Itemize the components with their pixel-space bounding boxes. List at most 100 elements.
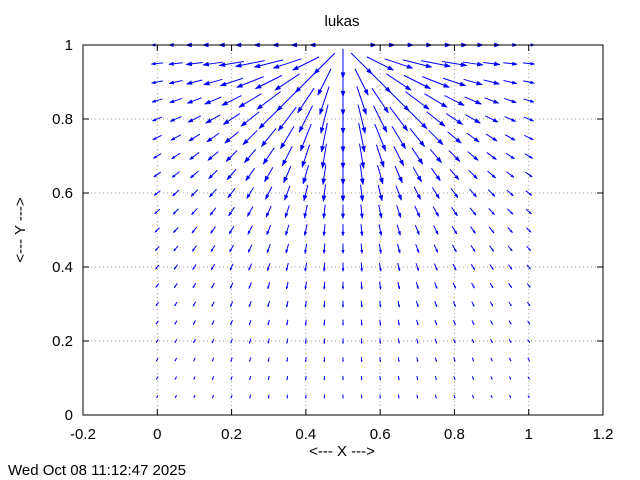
vector-arrow — [230, 319, 233, 326]
vector-arrow — [172, 208, 179, 215]
vector-arrow — [174, 339, 178, 344]
vector-arrow — [303, 204, 308, 219]
vector-arrow — [471, 394, 475, 399]
x-tick-label: 0 — [153, 426, 161, 443]
vector-arrow — [376, 165, 384, 185]
vector-arrow — [235, 76, 264, 88]
vector-arrow — [471, 301, 475, 308]
vector-arrow — [489, 264, 494, 271]
vector-arrow — [319, 86, 330, 116]
vector-arrow — [463, 78, 484, 86]
vector-arrow — [154, 245, 160, 252]
vector-arrow — [360, 243, 364, 255]
vector-arrow — [471, 282, 475, 289]
vector-arrow — [174, 320, 178, 325]
vector-arrow — [378, 262, 382, 272]
vector-arrow — [341, 319, 345, 327]
vector-arrow — [211, 282, 215, 289]
x-tick-labels: -0.2 0 0.2 0.4 0.6 0.8 1 1.2 — [70, 426, 613, 443]
vector-arrow — [211, 357, 215, 363]
vector-arrow — [522, 80, 536, 85]
vector-arrow — [526, 245, 532, 252]
vector-arrow — [470, 245, 476, 253]
vector-arrow — [447, 131, 462, 144]
vector-arrow — [193, 394, 196, 399]
vector-arrow — [285, 224, 290, 236]
vector-arrow — [211, 301, 215, 308]
vector-arrow — [508, 339, 512, 344]
vector-arrow — [171, 171, 180, 178]
vector-arrow — [286, 375, 289, 381]
vector-arrow — [434, 376, 437, 381]
vector-arrow — [342, 338, 344, 345]
vector-arrow — [371, 87, 389, 114]
vector-arrow — [470, 226, 476, 235]
vector-arrow — [303, 224, 308, 237]
vector-arrow — [246, 206, 254, 218]
vector-arrow — [452, 263, 457, 271]
vector-arrow — [391, 125, 406, 150]
vector-arrow — [341, 224, 345, 237]
vector-arrow — [452, 301, 457, 308]
y-tick-label: 0 — [65, 407, 73, 424]
vector-arrow — [185, 61, 203, 67]
plot-frame — [82, 44, 604, 416]
vector-arrow — [229, 263, 234, 271]
vector-arrow — [153, 171, 162, 178]
vector-arrow — [386, 73, 412, 91]
vector-arrow — [433, 263, 438, 272]
vector-arrow — [433, 244, 439, 254]
vector-arrow — [504, 134, 516, 141]
vector-arrow — [274, 73, 300, 91]
vector-arrow — [507, 208, 514, 215]
vector-arrow — [303, 185, 309, 202]
vector-arrow — [172, 227, 179, 234]
vector-arrow — [225, 150, 238, 162]
vector-arrow — [169, 116, 182, 122]
vector-arrow — [468, 169, 478, 180]
vector-arrow — [374, 123, 387, 152]
vector-arrow — [170, 152, 181, 160]
vector-arrow — [323, 319, 326, 327]
vector-arrow — [434, 394, 437, 399]
vector-arrow — [403, 74, 432, 90]
vector-arrow — [379, 319, 382, 327]
vector-arrow — [485, 133, 498, 142]
vector-arrow — [229, 282, 234, 290]
vector-arrow — [432, 206, 440, 218]
vector-arrow — [413, 186, 421, 201]
vector-arrow — [323, 281, 326, 290]
vector-arrow — [191, 226, 198, 234]
vector-arrow — [265, 186, 273, 201]
vector-arrow — [397, 357, 400, 363]
vector-arrow — [469, 207, 477, 216]
vector-arrow — [192, 282, 197, 289]
vector-arrow — [224, 131, 239, 144]
vector-arrow — [464, 96, 483, 105]
vector-arrow — [378, 243, 382, 255]
vector-arrow — [379, 394, 381, 400]
vector-arrow — [342, 375, 344, 381]
vector-arrow — [291, 56, 320, 71]
vector-arrow — [248, 338, 252, 344]
vector-arrow — [359, 184, 365, 203]
vector-arrow — [471, 338, 475, 344]
vector-arrow — [379, 357, 382, 363]
vector-arrow — [359, 204, 364, 220]
vector-arrow — [523, 98, 535, 103]
vector-arrow — [397, 262, 401, 272]
vector-arrow — [244, 148, 257, 164]
vector-arrow — [429, 148, 442, 164]
y-tick-label: 0.2 — [52, 333, 73, 350]
vector-arrow — [433, 225, 439, 236]
vector-arrow — [484, 97, 500, 104]
vector-arrow — [360, 300, 363, 308]
vector-arrow — [508, 376, 512, 381]
vector-arrow — [154, 227, 160, 233]
vector-arrow — [527, 320, 531, 325]
vector-arrow — [451, 206, 458, 217]
vector-arrow — [527, 394, 530, 399]
tick-marks — [82, 44, 604, 416]
vector-arrow — [218, 60, 244, 67]
vector-arrow — [267, 338, 270, 345]
